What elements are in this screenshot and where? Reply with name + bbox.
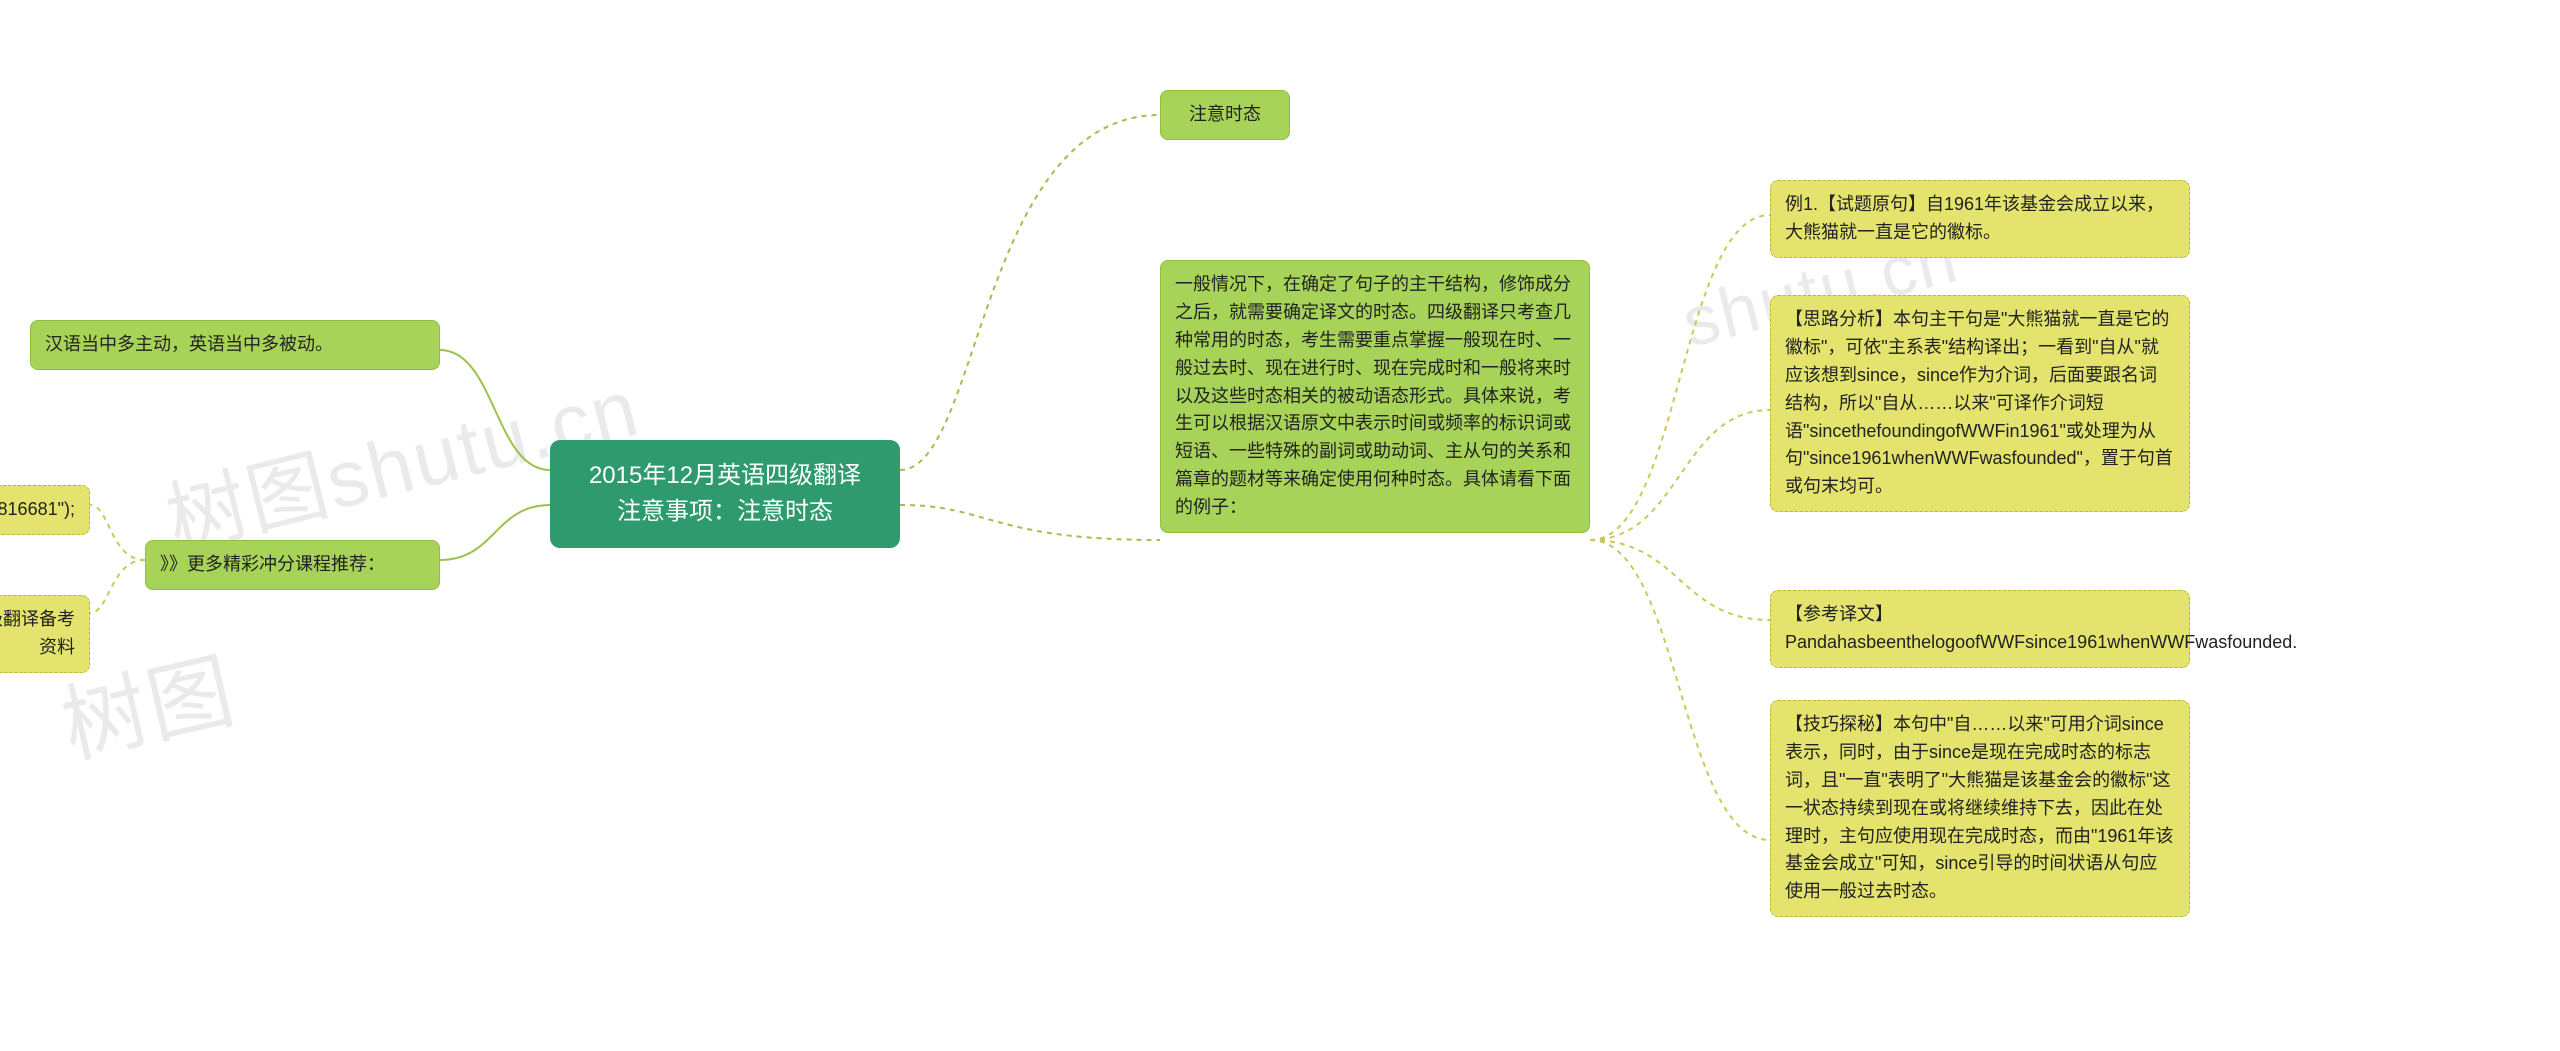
node-technique: 【技巧探秘】本句中"自……以来"可用介词since表示，同时，由于since是现… <box>1770 700 2190 917</box>
node-tense-explain: 一般情况下，在确定了句子的主干结构，修饰成分之后，就需要确定译文的时态。四级翻译… <box>1160 260 1590 533</box>
node-baidu-slot: BAIDU_CLB_fillSlot("816681"); <box>0 485 90 535</box>
central-line1: 2015年12月英语四级翻译 <box>589 462 861 489</box>
node-cet-material: 大学英语四、六级考试---四级翻译备考资料 <box>0 595 90 673</box>
node-analysis: 【思路分析】本句主干句是"大熊猫就一直是它的徽标"，可依"主系表"结构译出；一看… <box>1770 295 2190 512</box>
central-line2: 注意事项：注意时态 <box>617 498 833 525</box>
node-passive-voice: 汉语当中多主动，英语当中多被动。 <box>30 320 440 370</box>
node-translation: 【参考译文】PandahasbeenthelogoofWWFsince1961w… <box>1770 590 2190 668</box>
node-example1: 例1.【试题原句】自1961年该基金会成立以来，大熊猫就一直是它的徽标。 <box>1770 180 2190 258</box>
central-node: 2015年12月英语四级翻译 注意事项：注意时态 <box>550 440 900 548</box>
node-tense-attention: 注意时态 <box>1160 90 1290 140</box>
node-more-courses: 》》更多精彩冲分课程推荐： <box>145 540 440 590</box>
